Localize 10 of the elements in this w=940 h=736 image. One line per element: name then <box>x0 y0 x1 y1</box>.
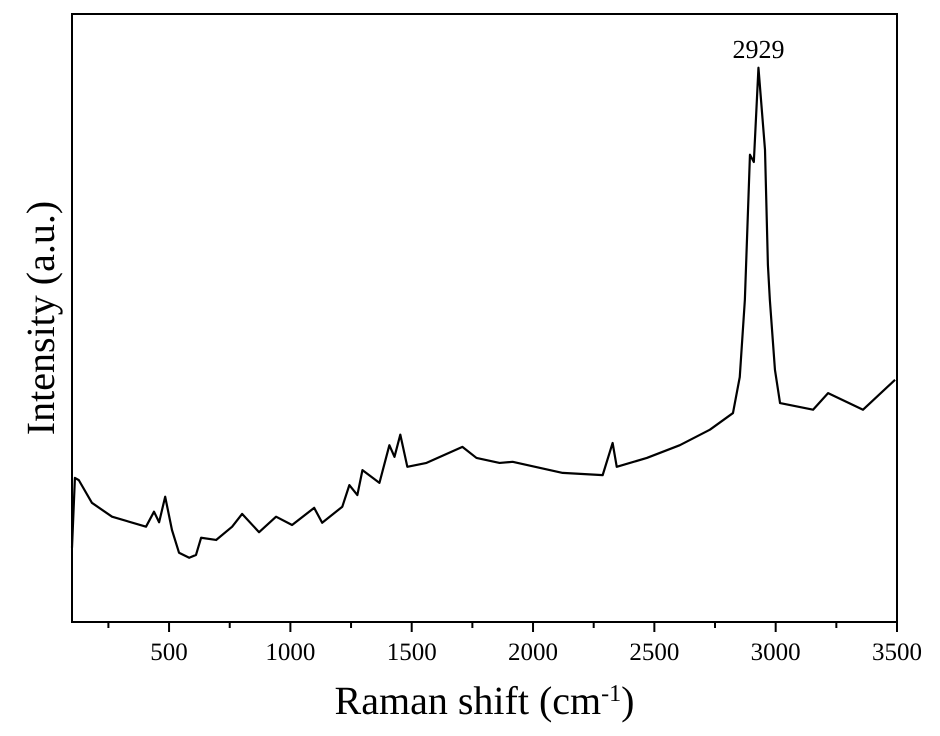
x-tick-label: 2000 <box>508 639 558 666</box>
x-tick-label: 3000 <box>750 639 801 666</box>
x-tick-label: 1000 <box>265 639 316 666</box>
annotation: 2929 <box>732 34 784 64</box>
x-tick-label: 3500 <box>872 639 922 666</box>
x-tick-label: 500 <box>150 639 188 666</box>
x-axis-title: Raman shift (cm$^{-1}$) <box>334 678 634 723</box>
y-axis-title: Intensity (a.u.) <box>18 200 63 436</box>
x-tick-label: 1500 <box>386 639 437 666</box>
x-tick-label: 2500 <box>629 639 680 666</box>
